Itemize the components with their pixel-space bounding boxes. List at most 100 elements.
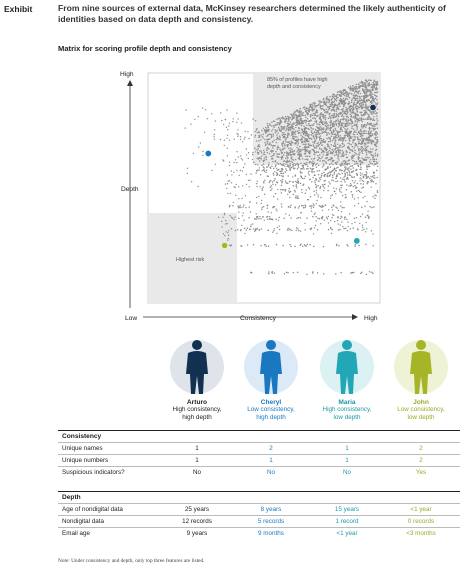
profile-dot bbox=[318, 217, 321, 220]
profile-dot bbox=[268, 152, 271, 155]
profile-dot bbox=[315, 146, 318, 149]
profile-dot bbox=[335, 124, 338, 126]
profile-dot bbox=[290, 124, 293, 126]
profile-dot bbox=[244, 130, 246, 132]
profile-dot bbox=[349, 185, 352, 187]
profile-dot bbox=[319, 132, 321, 135]
profile-dot bbox=[248, 217, 250, 219]
profile-dot bbox=[346, 135, 349, 138]
profile-dot bbox=[326, 133, 328, 135]
profile-dot bbox=[335, 167, 338, 169]
profile-dot bbox=[345, 168, 347, 170]
profile-dot bbox=[372, 88, 374, 91]
profile-dot bbox=[285, 119, 287, 122]
profile-dot bbox=[312, 141, 314, 143]
profile-dot bbox=[268, 143, 271, 146]
profile-dot bbox=[362, 127, 364, 129]
profile-dot bbox=[305, 140, 307, 142]
profile-dot bbox=[304, 139, 306, 141]
profile-dot bbox=[339, 224, 341, 226]
profile-dot bbox=[348, 134, 350, 136]
profile-dot bbox=[264, 144, 267, 147]
profile-dot bbox=[348, 108, 350, 110]
profile-dot bbox=[333, 171, 336, 174]
profile-dot bbox=[376, 140, 378, 142]
profile-dot bbox=[241, 224, 243, 227]
profile-dot bbox=[333, 104, 336, 107]
profile-dot bbox=[362, 132, 364, 134]
profile-dot bbox=[317, 142, 319, 144]
profile-dot bbox=[317, 180, 320, 182]
profile-dot bbox=[341, 216, 343, 218]
profile-dot bbox=[305, 107, 307, 109]
profile-dot bbox=[356, 97, 359, 99]
profile-dot bbox=[335, 193, 337, 195]
profile-dot bbox=[340, 125, 342, 127]
profile-dot bbox=[332, 170, 334, 172]
profile-dot bbox=[318, 136, 320, 138]
profile-dot bbox=[363, 89, 365, 91]
profile-dot bbox=[338, 146, 341, 148]
profile-dot bbox=[261, 155, 263, 157]
row-label: Unique names bbox=[62, 445, 103, 452]
profile-dot bbox=[349, 122, 351, 125]
profile-dot bbox=[326, 154, 329, 156]
profile-dot bbox=[297, 111, 300, 113]
profile-dot bbox=[346, 108, 348, 111]
profile-dot bbox=[348, 140, 351, 142]
profile-dot bbox=[350, 158, 353, 160]
profile-dot bbox=[299, 244, 302, 246]
profile-dot bbox=[348, 159, 350, 161]
profile-dot bbox=[308, 144, 311, 147]
profile-dot bbox=[352, 128, 355, 130]
profile-dot bbox=[346, 229, 349, 232]
profile-dot bbox=[322, 154, 325, 156]
profile-dot bbox=[364, 89, 367, 91]
profile-dot bbox=[265, 128, 268, 130]
profile-dot bbox=[300, 138, 303, 141]
profile-dot bbox=[323, 117, 325, 120]
profile-dot bbox=[307, 146, 310, 148]
profile-dot bbox=[361, 173, 364, 175]
profile-dot bbox=[304, 116, 307, 119]
profile-dot bbox=[335, 114, 338, 117]
profile-dot bbox=[336, 106, 338, 108]
profile-dot bbox=[250, 271, 252, 274]
profile-dot bbox=[227, 180, 229, 182]
profile-dot bbox=[246, 244, 249, 246]
profile-dot bbox=[306, 149, 308, 151]
profile-dot bbox=[356, 138, 359, 141]
profile-dot bbox=[361, 124, 363, 126]
profile-dot bbox=[311, 105, 314, 107]
profile-dot bbox=[320, 151, 323, 154]
profile-dot bbox=[317, 151, 320, 153]
profile-dot bbox=[337, 155, 340, 158]
profile-dot bbox=[375, 94, 377, 97]
cell-cheryl: 5 records bbox=[257, 518, 285, 525]
profile-dot bbox=[285, 213, 287, 215]
profile-dot bbox=[319, 135, 322, 137]
profile-dot bbox=[333, 103, 336, 106]
profile-dot bbox=[373, 206, 375, 208]
profile-dot bbox=[280, 175, 283, 177]
profile-dot bbox=[329, 171, 331, 173]
profile-dot bbox=[337, 172, 340, 175]
profile-dot bbox=[330, 232, 333, 235]
profile-dot bbox=[287, 206, 290, 208]
profile-dot bbox=[197, 115, 199, 118]
profile-dot bbox=[354, 180, 356, 182]
profile-dot bbox=[299, 172, 302, 174]
profile-dot bbox=[287, 154, 289, 157]
profile-dot bbox=[256, 151, 259, 154]
profile-dot bbox=[184, 127, 186, 129]
profile-dot bbox=[346, 176, 349, 179]
profile-dot bbox=[328, 158, 331, 161]
profile-dot bbox=[332, 152, 334, 155]
profile-dot bbox=[342, 160, 345, 162]
profile-dot bbox=[290, 245, 292, 248]
profile-dot bbox=[326, 143, 329, 145]
profile-dot bbox=[235, 183, 237, 186]
profile-dot bbox=[282, 145, 284, 147]
profile-dot bbox=[296, 136, 298, 138]
profile-dot bbox=[360, 166, 362, 169]
